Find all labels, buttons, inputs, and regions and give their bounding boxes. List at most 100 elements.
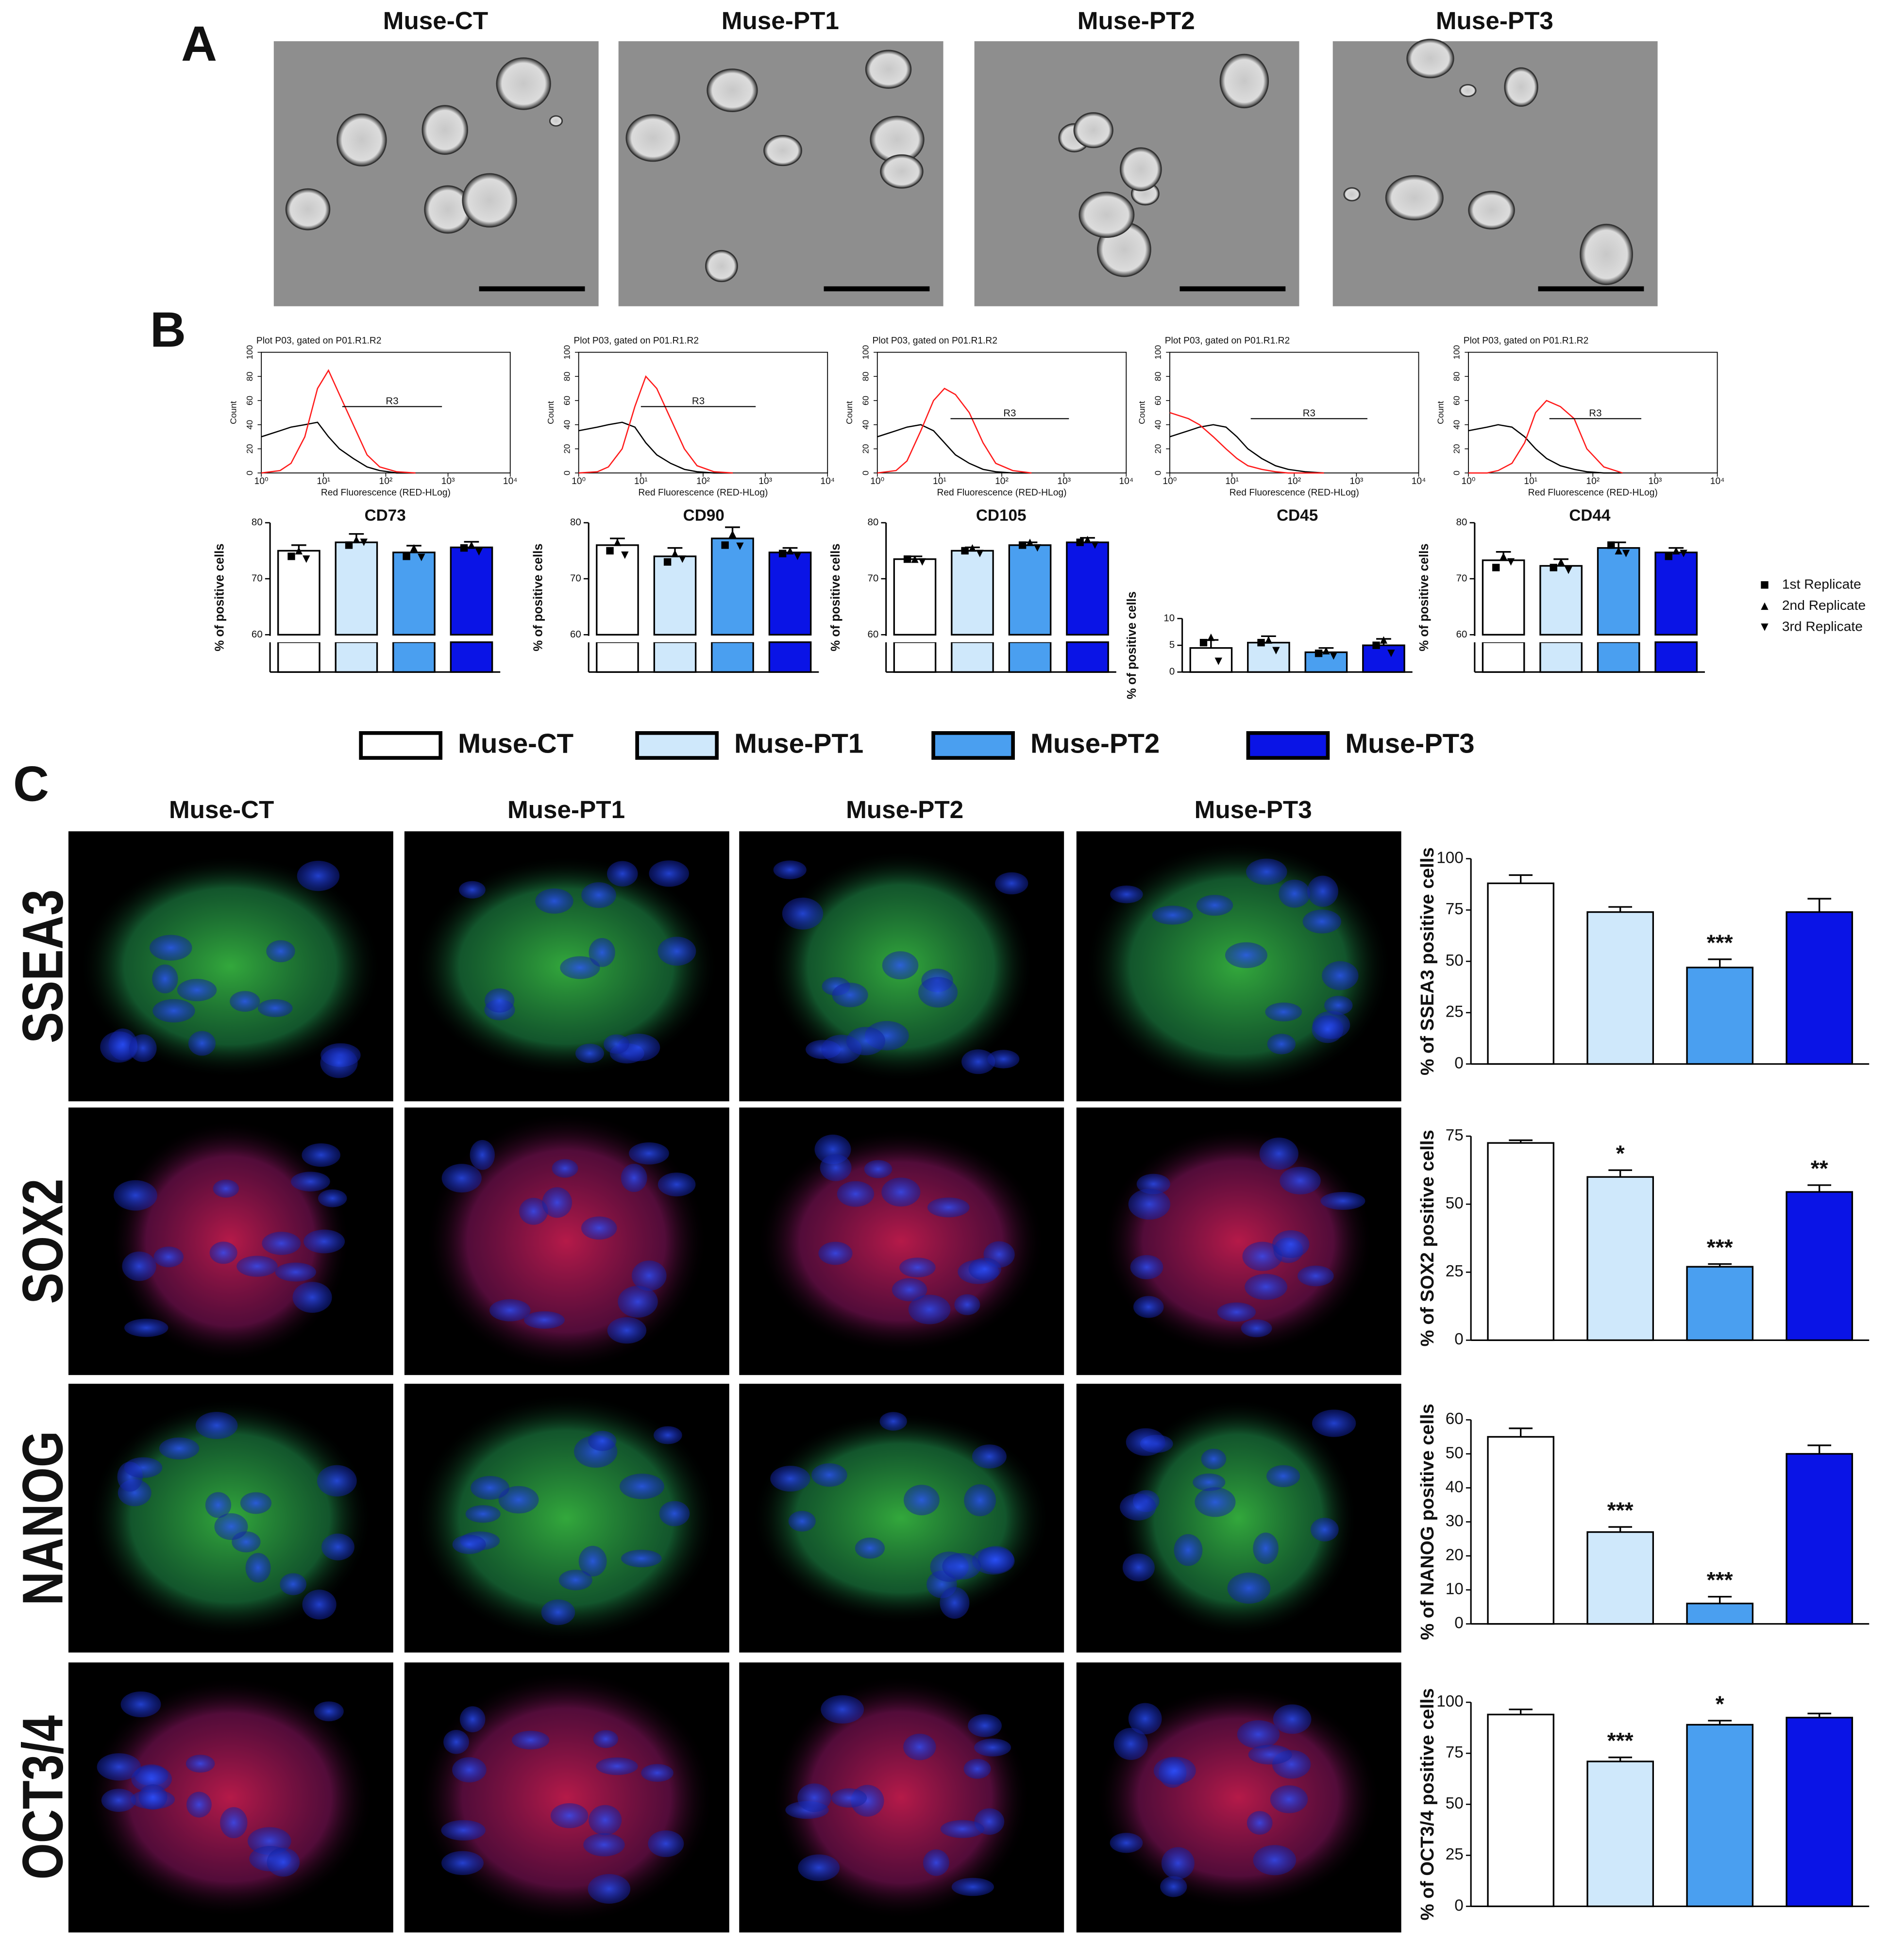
y-tick-label: 20 — [1446, 1546, 1464, 1564]
x-tick-label: 10³ — [758, 476, 772, 486]
replicate-point — [403, 553, 410, 560]
y-tick-label: 100 — [1436, 1692, 1464, 1710]
nucleus — [927, 1197, 970, 1218]
nucleus — [797, 1783, 831, 1812]
bar — [768, 552, 812, 636]
y-tick-label: 60 — [1446, 1410, 1464, 1428]
significance-label: *** — [1707, 1567, 1733, 1592]
nucleus — [149, 935, 192, 961]
nucleus — [1193, 1473, 1226, 1491]
nucleus — [489, 1299, 531, 1322]
nucleus — [578, 1545, 607, 1577]
nucleus — [1160, 1876, 1187, 1897]
nucleus — [230, 991, 260, 1012]
y-tick-label: 60 — [1456, 629, 1467, 640]
nucleus — [588, 1874, 631, 1904]
nucleus — [560, 956, 600, 979]
y-tick-label: 60 — [245, 396, 254, 405]
legend-swatch — [931, 731, 1015, 760]
bar — [392, 552, 436, 636]
cell-cluster — [1406, 38, 1454, 79]
error-bar — [1608, 1526, 1633, 1532]
image-title: Muse-PT3 — [1436, 7, 1553, 34]
error-bar — [1509, 1709, 1533, 1715]
nucleus — [1241, 1319, 1272, 1338]
replicate-point — [1500, 553, 1507, 560]
y-tick-label: 0 — [562, 470, 572, 475]
nucleus — [821, 1695, 864, 1724]
stain-glow — [86, 1677, 374, 1918]
nucleus — [657, 1173, 696, 1197]
nucleus — [441, 1164, 482, 1193]
nucleus — [524, 1311, 565, 1329]
bar — [1786, 1191, 1853, 1341]
replicate-point — [410, 544, 418, 552]
nucleus — [314, 1701, 344, 1722]
nucleus — [471, 1476, 509, 1500]
y-tick-label: 40 — [562, 420, 572, 430]
x-tick-label: 10³ — [1057, 476, 1071, 486]
cell-cluster — [880, 154, 924, 189]
nucleus — [267, 1847, 300, 1877]
replicate-point — [353, 536, 360, 543]
scale-bar — [479, 286, 585, 292]
nucleus — [114, 1180, 157, 1211]
nucleus — [1242, 1241, 1282, 1271]
replicate-point — [460, 544, 468, 552]
y-axis-label: Count — [1137, 401, 1146, 424]
nucleus — [618, 1286, 658, 1318]
histogram-line — [261, 369, 416, 474]
nucleus — [1136, 1173, 1170, 1194]
x-tick-label: 10¹ — [1524, 476, 1537, 486]
x-tick-label: 10² — [379, 476, 393, 486]
nucleus — [923, 1849, 949, 1876]
nucleus — [583, 1833, 625, 1857]
x-tick-label: 10¹ — [1225, 476, 1239, 486]
nucleus — [485, 988, 515, 1013]
y-tick-label: 20 — [245, 444, 254, 453]
nucleus — [320, 1047, 358, 1078]
nucleus — [120, 1691, 161, 1718]
replicate-point — [961, 547, 969, 555]
cell-cluster — [1580, 223, 1633, 285]
y-tick-label: 40 — [1452, 420, 1462, 430]
replicate-point — [663, 558, 672, 566]
nucleus — [961, 1049, 995, 1074]
plot-frame — [578, 352, 828, 474]
replicate-legend-label: 2nd Replicate — [1782, 597, 1866, 613]
nucleus — [604, 1034, 629, 1054]
chart-title: CD44 — [1569, 507, 1611, 525]
nucleus — [214, 1513, 248, 1540]
bar — [277, 550, 320, 636]
nucleus — [159, 1437, 200, 1460]
y-tick-label: 10 — [1163, 612, 1175, 623]
column-title: Muse-PT1 — [507, 796, 625, 823]
error-bar — [1708, 1720, 1732, 1725]
cell-cluster — [1219, 53, 1269, 109]
nucleus — [881, 1177, 921, 1207]
bar — [1586, 911, 1654, 1065]
bar — [1189, 647, 1233, 673]
y-tick-label: 100 — [562, 345, 572, 360]
x-tick-label: 10⁰ — [1163, 476, 1177, 486]
nucleus — [659, 1501, 690, 1526]
nucleus — [1322, 961, 1359, 990]
y-tick-label: 80 — [1153, 371, 1163, 381]
nucleus — [588, 1431, 617, 1451]
y-tick-label: 60 — [1452, 396, 1462, 405]
replicate-point — [1380, 636, 1388, 644]
significance-label: * — [1616, 1141, 1625, 1166]
y-axis-label: % of positive cells — [531, 543, 545, 651]
bar — [1686, 1266, 1754, 1341]
nucleus — [908, 1294, 951, 1324]
y-axis-label: % of positive cells — [829, 543, 842, 651]
y-tick-label: 20 — [1153, 444, 1163, 453]
y-axis-label: % of positive cells — [213, 543, 226, 651]
nucleus — [535, 888, 573, 914]
cell-cluster — [462, 173, 517, 228]
nucleus — [942, 1553, 981, 1580]
replicate-point — [345, 541, 353, 549]
panel-label: B — [150, 302, 186, 357]
plot-title: Plot P03, gated on P01.R1.R2 — [872, 336, 997, 346]
